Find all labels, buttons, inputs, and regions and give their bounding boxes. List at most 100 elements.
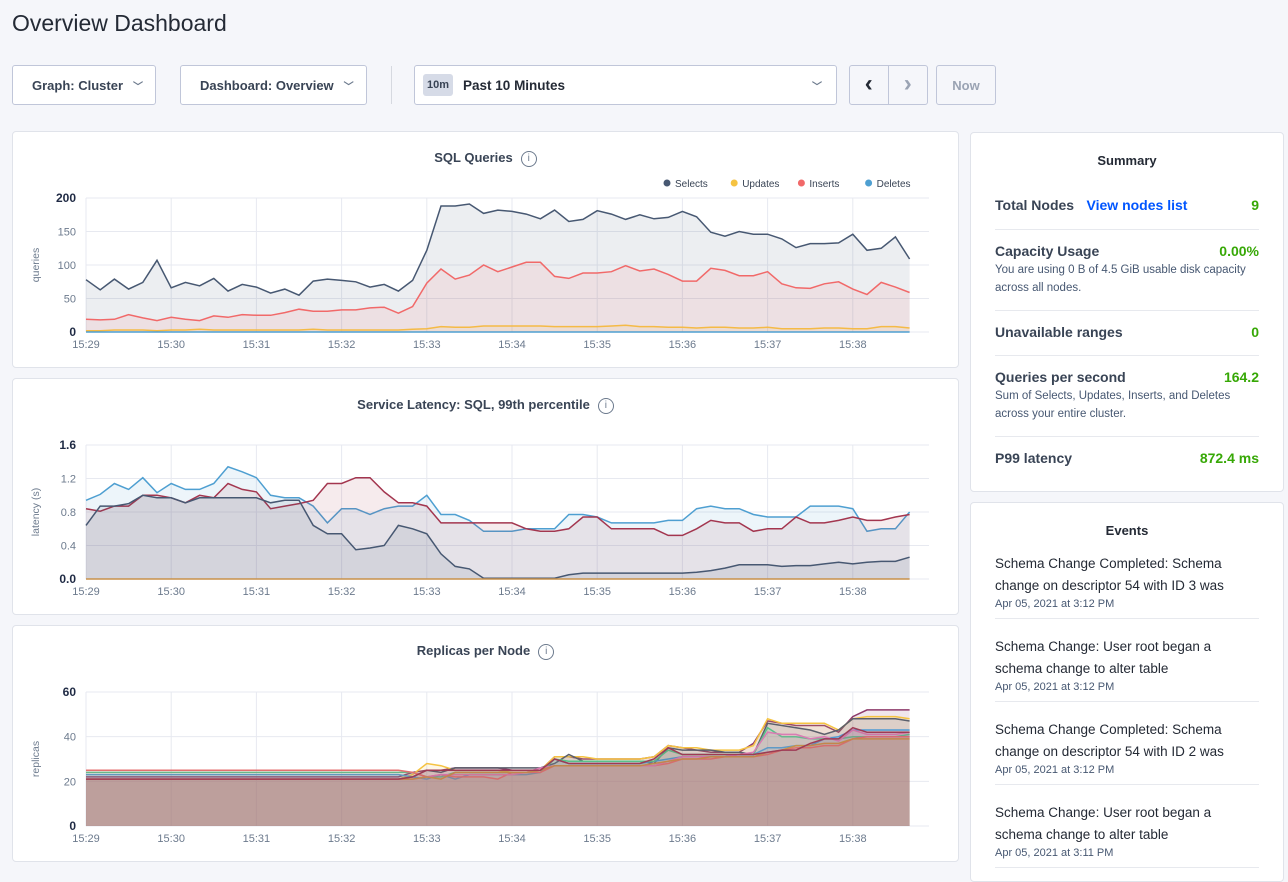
chart-title-text: Service Latency: SQL, 99th percentile	[357, 397, 590, 412]
y-tick-label: 200	[56, 191, 76, 205]
series-area	[86, 727, 910, 826]
series-line	[85, 261, 910, 322]
summary-total-nodes: Total Nodes View nodes list 9	[995, 197, 1259, 230]
series-area	[86, 477, 910, 579]
x-tick-label: 15:36	[669, 833, 697, 845]
event-date: Apr 05, 2021 at 3:12 PM	[995, 681, 1115, 693]
event-item[interactable]: Schema Change Completed: Schema change o…	[995, 553, 1259, 619]
y-axis-label: latency (s)	[30, 488, 42, 536]
series-area	[86, 204, 910, 332]
series-line	[85, 494, 910, 579]
previous-button[interactable]: ‹	[850, 66, 889, 104]
qps-value: 164.2	[1223, 369, 1259, 385]
chart-title-text: Replicas per Node	[416, 643, 531, 658]
legend-marker	[865, 179, 873, 187]
x-tick-label: 15:33	[413, 339, 441, 351]
event-title: Schema Change: User root began a schema …	[995, 639, 1212, 676]
latency-chart: 15:29 15:30 15:31 15:32 15:33 15:34 15:35 15:36…	[30, 438, 929, 598]
sql-queries-card: SQL Queries i 15:29 15:30 15:31 15:32 15:33 15…	[12, 131, 959, 368]
series-area	[86, 262, 910, 332]
y-tick-label: 0.4	[61, 541, 76, 553]
time-range-badge: 10m	[423, 74, 454, 96]
unavailable-label: Unavailable ranges	[995, 324, 1123, 340]
chart-title: SQL Queries i	[13, 150, 958, 167]
series-line	[85, 476, 910, 537]
y-tick-label: 50	[64, 294, 76, 306]
x-tick-label: 15:35	[583, 833, 611, 845]
now-button[interactable]: Now	[936, 65, 996, 105]
graph-select[interactable]: Graph: Cluster ﹀	[12, 65, 156, 105]
series-area	[86, 727, 910, 826]
event-item[interactable]: Schema Change: User root began a schema …	[995, 636, 1259, 702]
replicas-chart: 15:29 15:30 15:31 15:32 15:33 15:34 15:35 15:36…	[30, 685, 929, 845]
events-title: Events	[1105, 523, 1149, 538]
chevron-down-icon: ﹀	[812, 81, 822, 93]
total-nodes-label: Total Nodes	[995, 197, 1075, 213]
series-line	[85, 203, 911, 297]
x-tick-label: 15:29	[72, 586, 100, 598]
y-tick-label: 1.6	[59, 438, 76, 452]
time-nav: ‹ ›	[849, 65, 928, 105]
dashboard-select-label: Dashboard: Overview	[200, 77, 334, 93]
dashboard-select[interactable]: Dashboard: Overview ﹀	[180, 65, 367, 105]
x-tick-label: 15:37	[754, 833, 782, 845]
legend-marker	[663, 179, 671, 187]
capacity-desc: You are using 0 B of 4.5 GiB usable disk…	[995, 264, 1246, 294]
next-button[interactable]: ›	[903, 70, 912, 97]
y-tick-label: 20	[64, 776, 76, 788]
chart-title-text: SQL Queries	[434, 150, 513, 165]
series-line	[85, 465, 911, 533]
x-tick-label: 15:36	[669, 586, 697, 598]
x-tick-label: 15:32	[328, 339, 356, 351]
y-tick-label: 1.2	[61, 474, 76, 486]
series-area	[86, 495, 910, 579]
x-tick-label: 15:31	[243, 833, 271, 845]
toolbar-divider	[391, 66, 392, 104]
x-tick-label: 15:30	[157, 339, 185, 351]
x-tick-label: 15:38	[839, 833, 867, 845]
y-tick-label: 0.8	[61, 507, 76, 519]
event-item[interactable]: Schema Change Completed: Schema change o…	[995, 719, 1259, 785]
legend-label: Selects	[675, 179, 708, 190]
event-date: Apr 05, 2021 at 3:12 PM	[995, 598, 1115, 610]
x-tick-label: 15:35	[583, 339, 611, 351]
y-tick-label: 60	[63, 685, 77, 699]
p99-label: P99 latency	[995, 450, 1073, 466]
x-tick-label: 15:33	[413, 586, 441, 598]
series-area	[86, 716, 910, 826]
chevron-down-icon: ﹀	[133, 81, 144, 93]
y-tick-label: 0.0	[59, 572, 76, 586]
x-tick-label: 15:30	[157, 833, 185, 845]
series-area	[86, 466, 910, 579]
event-item[interactable]: Schema Change: User root began a schema …	[995, 802, 1259, 868]
total-nodes-value: 9	[1251, 197, 1259, 213]
y-tick-label: 0	[69, 325, 76, 339]
series-line	[86, 726, 910, 780]
x-tick-label: 15:31	[243, 339, 271, 351]
legend-marker	[797, 179, 805, 187]
chevron-down-icon: ﹀	[343, 81, 354, 93]
info-icon[interactable]: i	[520, 150, 537, 167]
y-tick-label: 0	[69, 819, 76, 833]
info-icon[interactable]: i	[538, 643, 555, 660]
view-nodes-link[interactable]: View nodes list	[1086, 197, 1188, 213]
p99-value: 872.4 ms	[1199, 450, 1259, 466]
y-tick-label: 100	[58, 260, 76, 272]
latency-card: Service Latency: SQL, 99th percentile i 1…	[12, 378, 959, 615]
summary-panel: Summary Total Nodes View nodes list 9 Ca…	[970, 132, 1284, 492]
series-line	[86, 735, 910, 780]
graph-select-label: Graph: Cluster	[32, 77, 124, 93]
legend-label: Updates	[742, 179, 779, 190]
summary-title: Summary	[1097, 153, 1157, 168]
x-tick-label: 15:31	[243, 586, 271, 598]
summary-qps: Queries per second 164.2 Sum of Selects,…	[995, 369, 1259, 437]
x-tick-label: 15:32	[328, 586, 356, 598]
qps-label: Queries per second	[995, 369, 1126, 385]
legend-label: Deletes	[877, 179, 911, 190]
summary-capacity: Capacity Usage 0.00% You are using 0 B o…	[995, 243, 1259, 311]
time-range-select[interactable]: 10m Past 10 Minutes ﹀	[414, 65, 837, 105]
unavailable-value: 0	[1251, 324, 1259, 340]
series-line	[86, 324, 910, 332]
info-icon[interactable]: i	[597, 397, 614, 414]
x-tick-label: 15:34	[498, 586, 526, 598]
